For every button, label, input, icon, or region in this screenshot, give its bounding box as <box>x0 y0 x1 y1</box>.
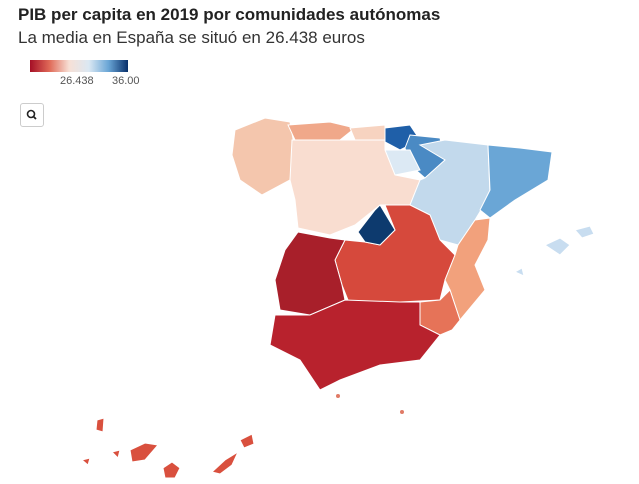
region <box>287 121 357 141</box>
region <box>274 231 346 316</box>
region <box>239 433 255 449</box>
region <box>543 237 571 256</box>
region <box>231 117 296 196</box>
region <box>419 289 461 336</box>
subtitle: La media en España se situó en 26.438 eu… <box>18 28 365 47</box>
region <box>289 139 421 236</box>
title: PIB per capita en 2019 por comunidades a… <box>18 5 441 24</box>
search-icon <box>26 109 37 120</box>
region <box>409 139 491 246</box>
legend-label: 26.438 <box>60 75 94 87</box>
region <box>357 204 396 246</box>
region <box>400 410 404 414</box>
region <box>513 267 525 277</box>
region <box>336 394 340 398</box>
region <box>404 134 446 179</box>
region <box>111 449 121 459</box>
region <box>129 442 159 463</box>
region <box>162 461 181 479</box>
legend-gradient <box>30 60 128 72</box>
region <box>384 124 421 151</box>
region <box>269 299 441 391</box>
region <box>80 457 91 466</box>
region <box>349 124 386 141</box>
region <box>444 217 491 322</box>
region <box>574 225 595 239</box>
search-button[interactable] <box>20 103 44 127</box>
region <box>479 144 553 219</box>
region <box>95 417 105 433</box>
region <box>384 149 421 176</box>
legend-label: 36.00 <box>112 75 140 87</box>
region <box>210 450 240 475</box>
region <box>334 204 456 306</box>
